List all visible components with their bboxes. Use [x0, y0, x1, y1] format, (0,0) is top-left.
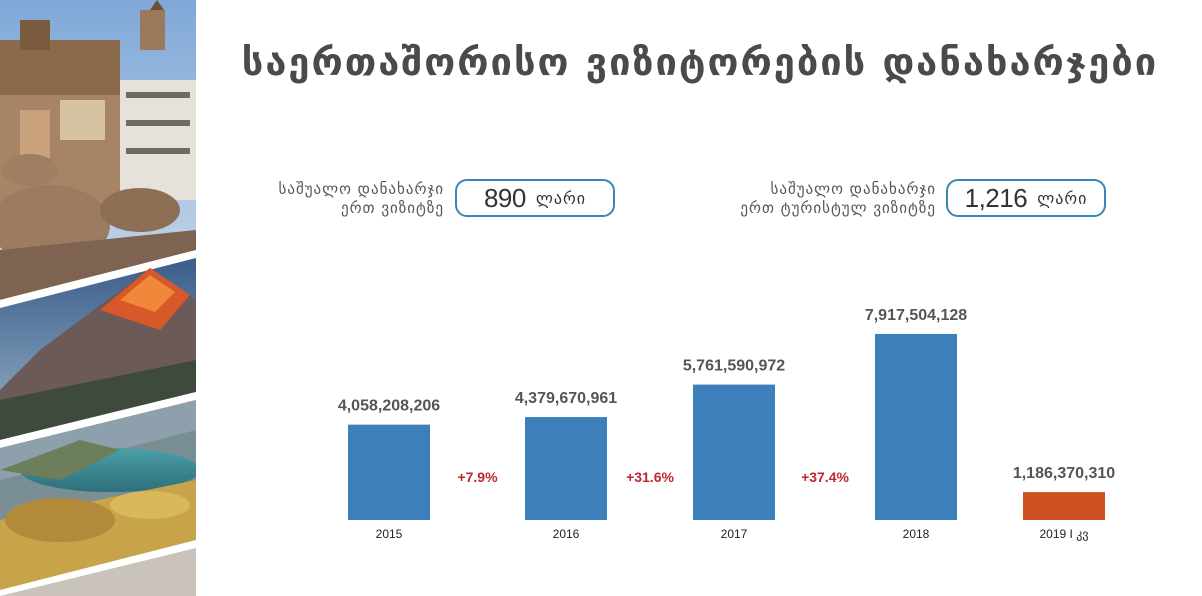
stat-value: 890 — [483, 182, 526, 213]
bar-3 — [875, 333, 957, 520]
stat-label-per-tourist-visit: საშუალო დანახარჯი ერთ ტურისტულ ვიზიტზე — [690, 180, 936, 218]
stat-label-line1: საშუალო დანახარჯი — [278, 180, 444, 198]
bar-value-label: 1,186,370,310 — [1013, 465, 1115, 482]
stat-value: 1,216 — [964, 182, 1028, 213]
stat-pill-per-visit: 890 ლარი — [455, 179, 615, 217]
bar-value-label: 5,761,590,972 — [683, 358, 785, 375]
collage-image — [0, 0, 196, 596]
category-label: 2016 — [553, 527, 580, 541]
stat-pill-per-tourist-visit: 1,216 ლარი — [946, 179, 1106, 217]
category-label: 2017 — [721, 527, 748, 541]
growth-label: +31.6% — [626, 469, 674, 485]
page-title: საერთაშორისო ვიზიტორების დანახარჯები — [241, 40, 1159, 84]
growth-label: +37.4% — [801, 469, 849, 485]
expenditure-bar-chart: 4,058,208,206 2015 4,379,670,961 2016 5,761,… — [338, 307, 1115, 541]
photo-collage — [0, 0, 196, 596]
category-label: 2018 — [903, 527, 930, 541]
growth-label: +7.9% — [457, 469, 498, 485]
bar-2 — [693, 384, 775, 520]
bar-value-label: 4,379,670,961 — [515, 390, 617, 407]
bar-0 — [348, 424, 430, 520]
stat-label-line2: ერთ ტურისტულ ვიზიტზე — [740, 199, 936, 217]
stat-label-per-visit: საშუალო დანახარჯი ერთ ვიზიტზე — [240, 180, 444, 218]
stat-label-line2: ერთ ვიზიტზე — [341, 199, 444, 217]
bar-1 — [525, 417, 607, 520]
category-label: 2019 I კვ — [1040, 527, 1089, 541]
bar-4 — [1023, 492, 1105, 520]
stat-label-line1: საშუალო დანახარჯი — [770, 180, 936, 198]
bar-value-label: 4,058,208,206 — [338, 398, 440, 415]
bar-value-label: 7,917,504,128 — [865, 307, 967, 324]
stat-unit: ლარი — [535, 188, 587, 208]
category-label: 2015 — [376, 527, 403, 541]
stat-unit: ლარი — [1037, 188, 1088, 208]
